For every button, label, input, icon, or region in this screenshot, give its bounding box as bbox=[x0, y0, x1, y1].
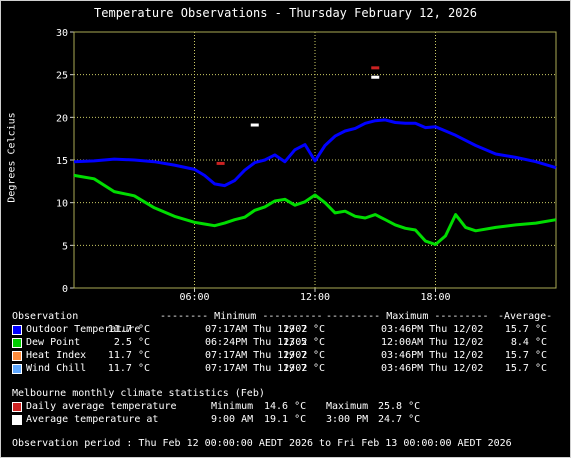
row-max-time: 03:46PM Thu 12/02 bbox=[381, 324, 484, 335]
row-min-value: 11.7 °C bbox=[107, 350, 150, 361]
avg-min-time: 9:00 AM bbox=[211, 414, 254, 425]
row-average: 15.7 °C bbox=[504, 324, 547, 335]
plot-svg: 0 5 10 15 20 25 30 06:00 12:00 18:00 bbox=[56, 28, 557, 300]
average-temp-label: Average temperature at bbox=[26, 414, 159, 425]
y-tick-label: 10 bbox=[56, 199, 68, 210]
avg-max-time: 3:00 PM bbox=[326, 414, 369, 425]
row-min-value: 2.5 °C bbox=[113, 337, 150, 348]
row-max-value: 19.7 °C bbox=[282, 324, 325, 335]
row-min-time: 06:24PM Thu 12/02 bbox=[205, 337, 308, 348]
table-header-maximum: --------- Maximum --------- bbox=[326, 311, 489, 322]
row-label: Outdoor Temperature bbox=[26, 324, 141, 335]
avg-max-value: 24.7 °C bbox=[378, 414, 421, 425]
row-max-time: 03:46PM Thu 12/02 bbox=[381, 363, 484, 374]
table-header-observation: Observation bbox=[12, 311, 79, 322]
daily-average-label: Daily average temperature bbox=[26, 401, 177, 412]
daily-max-value: 25.8 °C bbox=[378, 401, 421, 412]
row-average: 15.7 °C bbox=[504, 363, 547, 374]
daily-min-label: Minimum bbox=[211, 401, 254, 412]
x-tick-label: 12:00 bbox=[300, 292, 330, 300]
row-max-value: 19.7 °C bbox=[282, 363, 325, 374]
table-header-average: -Average- bbox=[498, 311, 553, 322]
y-tick-label: 0 bbox=[62, 284, 68, 295]
row-label: Wind Chill bbox=[26, 363, 87, 374]
x-tick-label: 18:00 bbox=[420, 292, 450, 300]
row-max-time: 12:00AM Thu 12/02 bbox=[381, 337, 484, 348]
plot-frame bbox=[73, 31, 557, 289]
climate-marker bbox=[250, 123, 259, 127]
avg-min-value: 19.1 °C bbox=[264, 414, 307, 425]
row-max-time: 03:46PM Thu 12/02 bbox=[381, 350, 484, 361]
daily-average-swatch bbox=[12, 402, 22, 412]
row-max-value: 13.5 °C bbox=[282, 337, 325, 348]
observation-period: Observation period : Thu Feb 12 00:00:00… bbox=[12, 438, 512, 449]
climate-marker bbox=[371, 75, 380, 79]
climate-heading: Melbourne monthly climate statistics (Fe… bbox=[12, 388, 265, 399]
daily-min-value: 14.6 °C bbox=[264, 401, 307, 412]
y-tick-label: 20 bbox=[56, 113, 68, 124]
row-min-time: 07:17AM Thu 12/02 bbox=[205, 350, 308, 361]
row-min-time: 07:17AM Thu 12/02 bbox=[205, 363, 308, 374]
row-min-value: 11.7 °C bbox=[107, 324, 150, 335]
table-header-minimum: -------- Minimum ---------- bbox=[160, 311, 323, 322]
row-average: 8.4 °C bbox=[510, 337, 547, 348]
row-min-time: 07:17AM Thu 12/02 bbox=[205, 324, 308, 335]
y-tick-label: 15 bbox=[56, 156, 68, 167]
row-label: Dew Point bbox=[26, 337, 81, 348]
daily-max-label: Maximum bbox=[326, 401, 369, 412]
average-temp-swatch bbox=[12, 415, 22, 425]
legend-swatch bbox=[12, 351, 22, 361]
x-tick-label: 06:00 bbox=[179, 292, 209, 300]
legend-swatch bbox=[12, 325, 22, 335]
climate-marker bbox=[371, 66, 380, 70]
chart-title: Temperature Observations - Thursday Febr… bbox=[94, 6, 477, 20]
legend-swatch bbox=[12, 338, 22, 348]
series-line bbox=[73, 118, 557, 188]
row-min-value: 11.7 °C bbox=[107, 363, 150, 374]
y-tick-label: 5 bbox=[62, 241, 68, 252]
series-line bbox=[73, 173, 557, 246]
row-label: Heat Index bbox=[26, 350, 87, 361]
row-average: 15.7 °C bbox=[504, 350, 547, 361]
legend-swatch bbox=[12, 364, 22, 374]
row-max-value: 19.7 °C bbox=[282, 350, 325, 361]
climate-marker bbox=[216, 161, 225, 165]
y-tick-label: 25 bbox=[56, 71, 68, 82]
y-tick-label: 30 bbox=[56, 28, 68, 39]
